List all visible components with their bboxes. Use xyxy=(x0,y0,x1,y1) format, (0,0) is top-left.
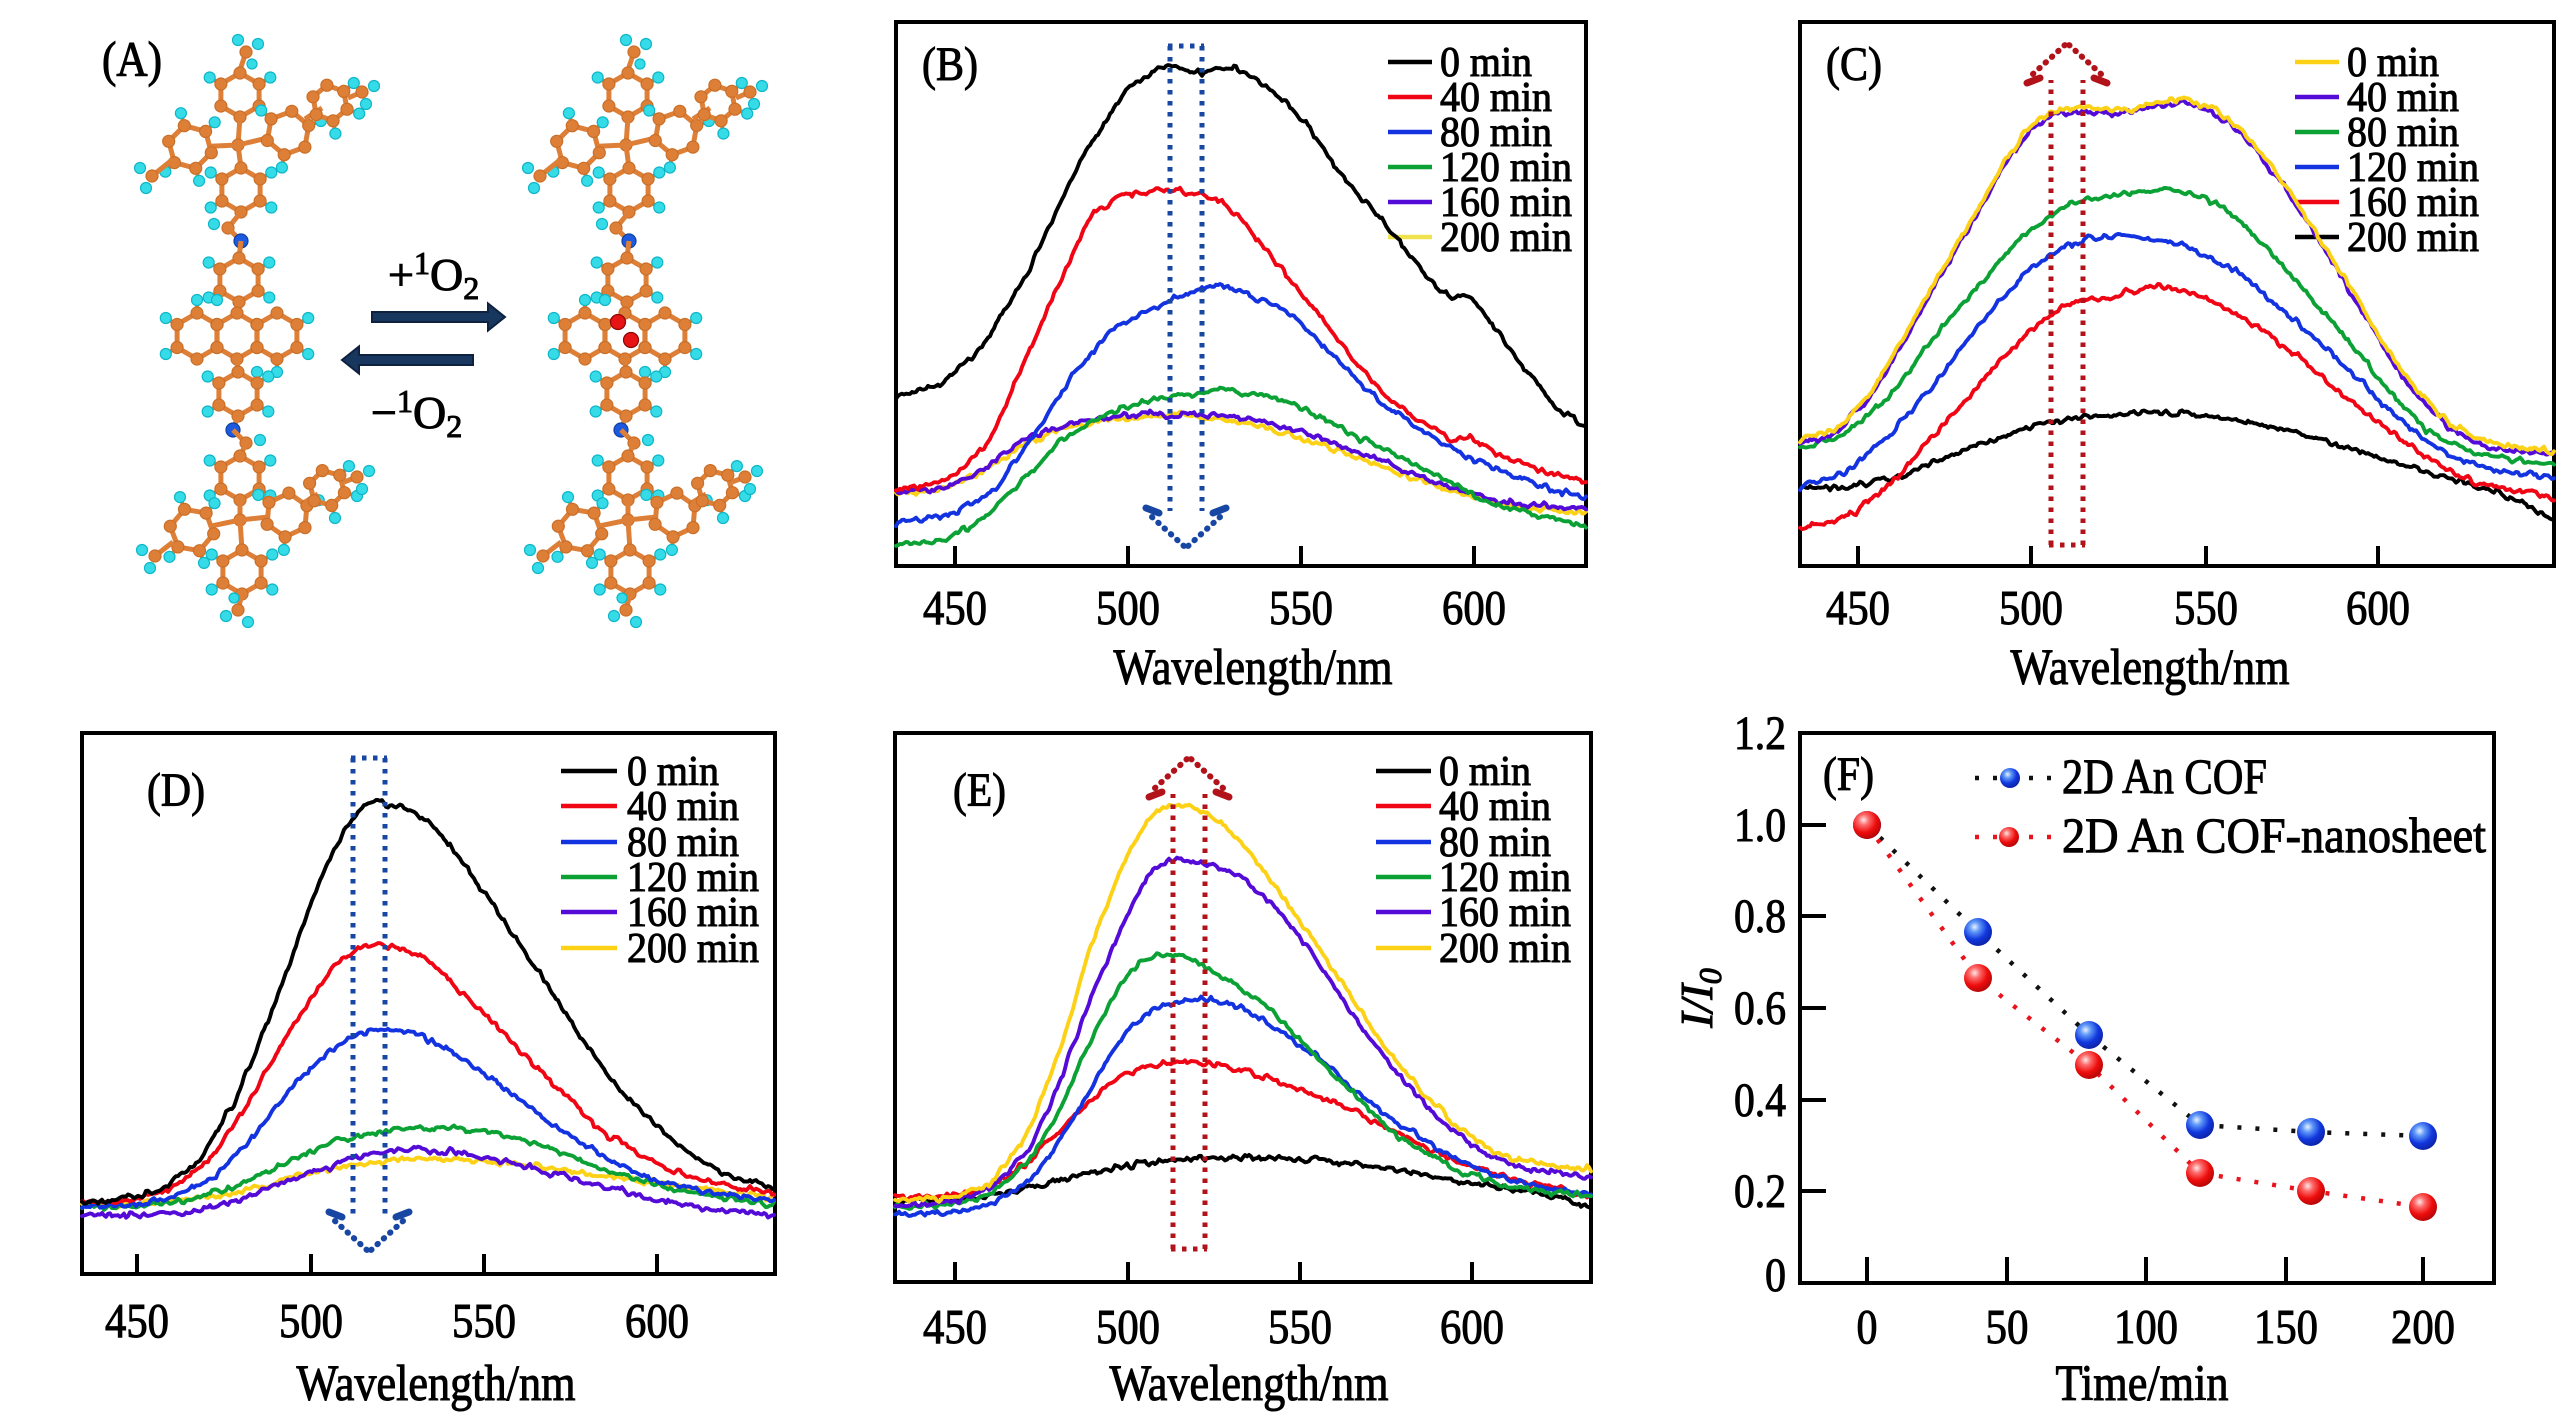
svg-text:160 min: 160 min xyxy=(627,890,759,936)
svg-text:500: 500 xyxy=(1096,580,1160,635)
svg-text:1.0: 1.0 xyxy=(1734,799,1786,852)
svg-text:−1O2: −1O2 xyxy=(371,383,462,444)
svg-text:(D): (D) xyxy=(147,764,205,817)
svg-text:0 min: 0 min xyxy=(1439,749,1531,795)
svg-text:50: 50 xyxy=(1986,1299,2029,1354)
svg-text:600: 600 xyxy=(1442,580,1506,635)
svg-text:120 min: 120 min xyxy=(1439,855,1571,901)
svg-text:40 min: 40 min xyxy=(627,784,739,830)
svg-text:Wavelength/nm: Wavelength/nm xyxy=(1114,640,1393,696)
svg-text:80 min: 80 min xyxy=(1440,110,1552,156)
svg-text:80 min: 80 min xyxy=(627,820,739,866)
svg-text:500: 500 xyxy=(279,1293,343,1348)
svg-text:100: 100 xyxy=(2114,1299,2178,1354)
svg-text:150: 150 xyxy=(2254,1299,2318,1354)
svg-text:Wavelength/nm: Wavelength/nm xyxy=(1110,1356,1389,1412)
svg-text:600: 600 xyxy=(2346,580,2410,635)
svg-text:(F): (F) xyxy=(1823,748,1874,801)
svg-text:550: 550 xyxy=(1268,1299,1332,1354)
svg-text:0: 0 xyxy=(1765,1249,1786,1302)
svg-text:200 min: 200 min xyxy=(2347,215,2479,261)
svg-text:500: 500 xyxy=(1999,580,2063,635)
svg-text:80 min: 80 min xyxy=(1439,820,1551,866)
svg-text:0 min: 0 min xyxy=(1440,40,1532,86)
svg-text:600: 600 xyxy=(625,1293,689,1348)
svg-text:160 min: 160 min xyxy=(1440,180,1572,226)
svg-text:2D An COF: 2D An COF xyxy=(2062,748,2267,804)
svg-text:160 min: 160 min xyxy=(1439,890,1571,936)
svg-text:120 min: 120 min xyxy=(1440,145,1572,191)
svg-text:600: 600 xyxy=(1440,1299,1504,1354)
svg-text:0.2: 0.2 xyxy=(1734,1165,1786,1218)
svg-text:2D An COF-nanosheet: 2D An COF-nanosheet xyxy=(2062,807,2486,863)
svg-text:550: 550 xyxy=(1269,580,1333,635)
svg-text:1.2: 1.2 xyxy=(1734,707,1786,760)
svg-text:120 min: 120 min xyxy=(627,855,759,901)
svg-text:80 min: 80 min xyxy=(2347,110,2459,156)
svg-text:120 min: 120 min xyxy=(2347,145,2479,191)
svg-text:500: 500 xyxy=(1096,1299,1160,1354)
svg-text:(A): (A) xyxy=(102,31,162,87)
svg-text:450: 450 xyxy=(1826,580,1890,635)
svg-text:200 min: 200 min xyxy=(627,926,759,972)
svg-text:200 min: 200 min xyxy=(1440,215,1572,261)
svg-text:450: 450 xyxy=(923,580,987,635)
svg-text:0.6: 0.6 xyxy=(1734,982,1786,1035)
svg-text:450: 450 xyxy=(923,1299,987,1354)
svg-text:+1O2: +1O2 xyxy=(388,245,479,306)
svg-text:(C): (C) xyxy=(1826,38,1882,91)
svg-text:550: 550 xyxy=(452,1293,516,1348)
svg-text:0: 0 xyxy=(1857,1299,1878,1354)
svg-text:(E): (E) xyxy=(953,764,1006,817)
svg-text:40 min: 40 min xyxy=(1440,75,1552,121)
svg-text:200: 200 xyxy=(2391,1299,2455,1354)
svg-text:40 min: 40 min xyxy=(1439,784,1551,830)
svg-text:Wavelength/nm: Wavelength/nm xyxy=(297,1356,576,1412)
svg-text:0.4: 0.4 xyxy=(1734,1074,1786,1127)
svg-text:450: 450 xyxy=(105,1293,169,1348)
svg-text:200 min: 200 min xyxy=(1439,926,1571,972)
svg-text:Time/min: Time/min xyxy=(2056,1356,2229,1412)
svg-text:Wavelength/nm: Wavelength/nm xyxy=(2011,640,2290,696)
svg-text:0 min: 0 min xyxy=(2347,40,2439,86)
svg-text:(B): (B) xyxy=(922,38,978,91)
svg-text:0.8: 0.8 xyxy=(1734,890,1786,943)
svg-text:0 min: 0 min xyxy=(627,749,719,795)
svg-text:160 min: 160 min xyxy=(2347,180,2479,226)
svg-text:40 min: 40 min xyxy=(2347,75,2459,121)
svg-text:550: 550 xyxy=(2174,580,2238,635)
